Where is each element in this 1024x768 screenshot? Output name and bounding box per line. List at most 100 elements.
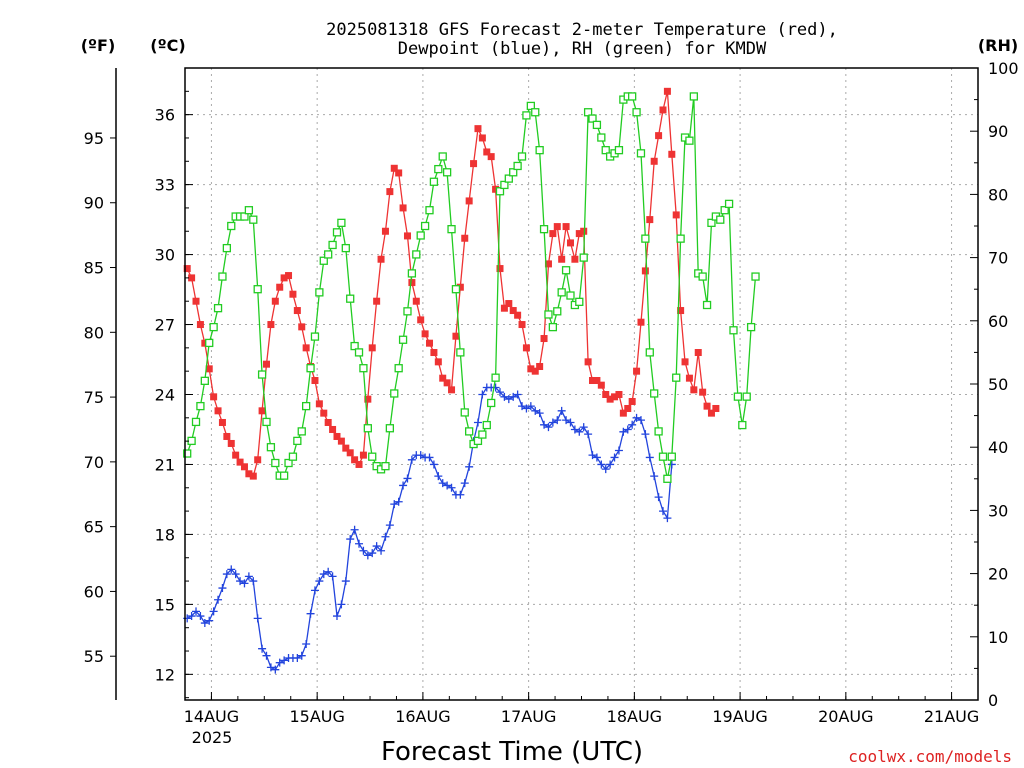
rh-point [465,427,474,436]
rh-point [663,474,672,483]
rh-point [650,389,659,398]
rh-point [368,452,377,461]
dewpoint-point [522,404,531,413]
dewpoint-point [403,474,412,483]
fahrenheit-tick-label: 95 [84,129,104,148]
rh-point [390,389,399,398]
temperature-point [633,367,641,375]
temperature-point [685,374,693,382]
rh-point [535,146,544,155]
rh-point [183,449,192,458]
rh-point [456,348,465,357]
rh-point [733,392,743,401]
temperature-point [575,230,583,238]
temperature-point [351,456,359,464]
temperature-point [342,444,350,452]
dewpoint-point [606,460,615,469]
temperature-point [544,260,552,268]
dewpoint-point [623,425,632,434]
temperature-point [448,386,456,394]
fahrenheit-tick-label: 55 [84,647,104,666]
dewpoint-point [209,607,218,616]
rh-point [579,253,588,262]
rh-point [746,322,756,332]
temperature-point [329,425,337,433]
temperature-point [478,134,486,142]
year-label: 2025 [192,728,233,747]
rh-point [442,168,452,177]
chart-title-line1: 2025081318 GFS Forecast 2-meter Temperat… [326,20,838,40]
temperature-point [483,148,491,156]
temperature-point [390,164,398,172]
dewpoint-point [575,427,584,436]
dewpoint-point [231,570,240,579]
rh-tick-label: 10 [988,628,1008,647]
temperature-point [417,316,425,324]
rh-point [407,269,417,278]
temperature-point [496,265,504,273]
temperature-point [183,265,191,273]
dewpoint-point [456,490,465,499]
dewpoint-point [394,497,403,506]
temperature-point [699,388,707,396]
temperature-point [690,386,698,394]
dewpoint-point [262,651,271,660]
rh-point [191,417,201,427]
temperature-point [258,407,266,415]
rh-point [359,364,368,373]
dewpoint-point [258,644,267,653]
rh-point [685,136,694,145]
temperature-point [412,297,420,305]
temperature-point [201,339,209,347]
temperature-point [236,458,244,466]
dewpoint-point [597,460,606,469]
temperature-point [655,132,663,140]
temperature-point [245,470,253,478]
rh-point [487,398,496,408]
dewpoint-point [465,462,474,471]
temperature-point [487,153,495,161]
dewpoint-point [328,572,337,581]
rh-point [302,401,311,411]
rh-point [187,436,196,446]
rh-point [240,212,249,221]
rh-tick-label: 40 [988,438,1008,457]
temperature-point [611,393,619,401]
x-tick-label: 16AUG [395,707,450,726]
dewpoint-point [500,392,509,401]
temperature-point [359,451,367,459]
dewpoint-point [275,658,284,667]
temperature-point [562,223,570,231]
rh-point [628,92,637,101]
rh-point [310,332,320,341]
dewpoint-point [601,465,610,474]
rh-point [561,266,571,275]
dewpoint-point [531,406,540,415]
temperature-point [377,255,385,263]
rh-point [716,215,725,224]
dewpoint-point [297,651,306,660]
temperature-point [589,377,597,385]
dewpoint-point [363,551,372,560]
dewpoint-point [416,451,425,460]
temperature-point [677,307,685,315]
rh-point [324,250,333,259]
temperature-point [536,363,544,371]
temperature-point [580,227,588,235]
dewpoint-point [659,507,668,516]
axes: 14AUG 15AUG 16AUG 17AUG 18AUG 19AUG 20AUG 21AUG… [84,59,1019,726]
dewpoint-point [636,416,645,425]
temperature-point [188,274,196,282]
rh-point [451,285,461,294]
rh-point [227,221,236,231]
temperature-point [289,290,297,298]
dewpoint-point [306,609,315,618]
temperature-point [712,404,720,412]
rh-point [575,297,584,306]
dewpoint-point [544,423,553,432]
rh-point [222,243,232,253]
rh-point [667,452,676,461]
celsius-unit-label: (ºC) [150,36,185,55]
temperature-point [240,463,248,471]
celsius-tick-label: 12 [155,665,175,684]
